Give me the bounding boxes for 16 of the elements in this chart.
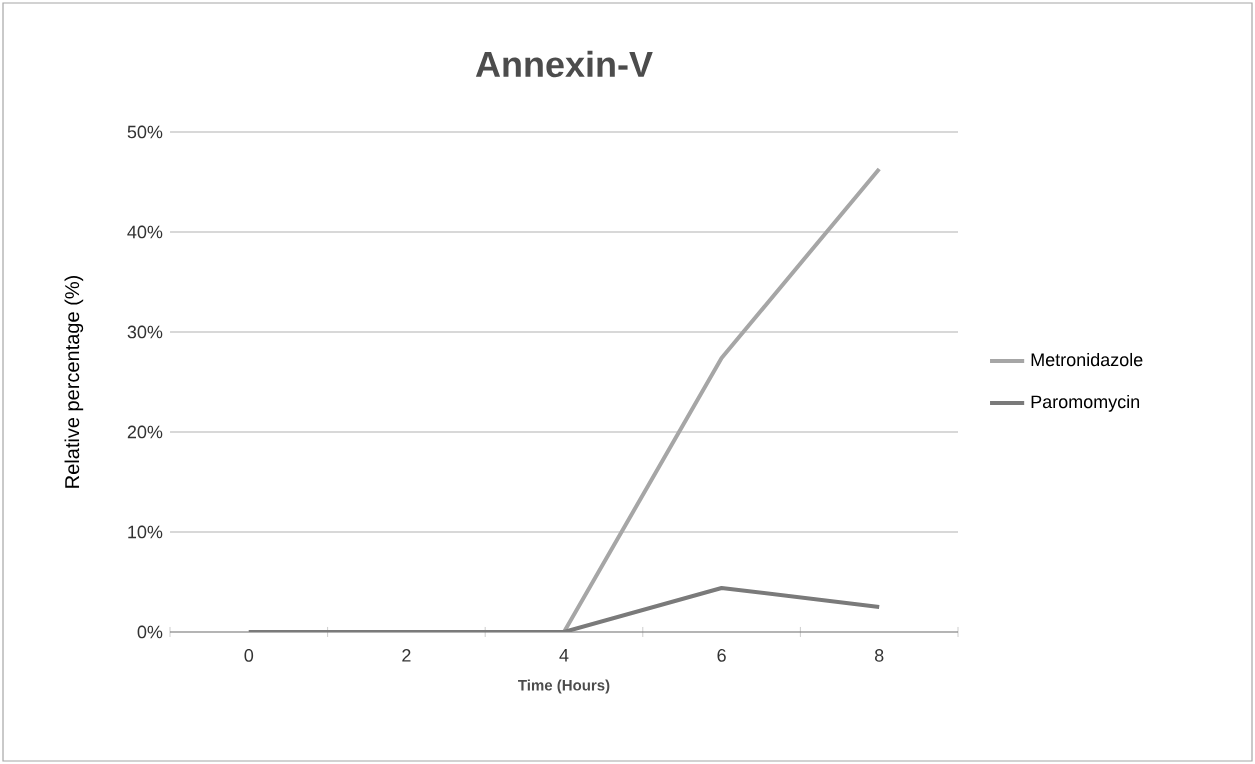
y-tick-label: 10% [128,525,163,539]
x-tick-label: 2 [402,649,411,662]
y-tick-label: 40% [127,225,163,239]
x-axis-title: Time (Hours) [518,679,610,694]
chart-title: Annexin-V [475,50,653,78]
x-tick-label: 0 [244,649,254,662]
legend-label: Metronidazole [1031,352,1143,367]
legend-label: Paromomycin [1031,394,1140,412]
y-axis-title: Relative percentage (%) [64,276,84,488]
y-tick-label: 30% [127,325,163,339]
x-tick-label: 6 [717,649,726,662]
y-tick-label: 20% [127,425,163,439]
y-tick-label: 0% [137,625,163,639]
x-tick-label: 4 [559,649,569,662]
y-tick-label: 50% [127,125,163,139]
x-tick-label: 8 [874,649,884,662]
